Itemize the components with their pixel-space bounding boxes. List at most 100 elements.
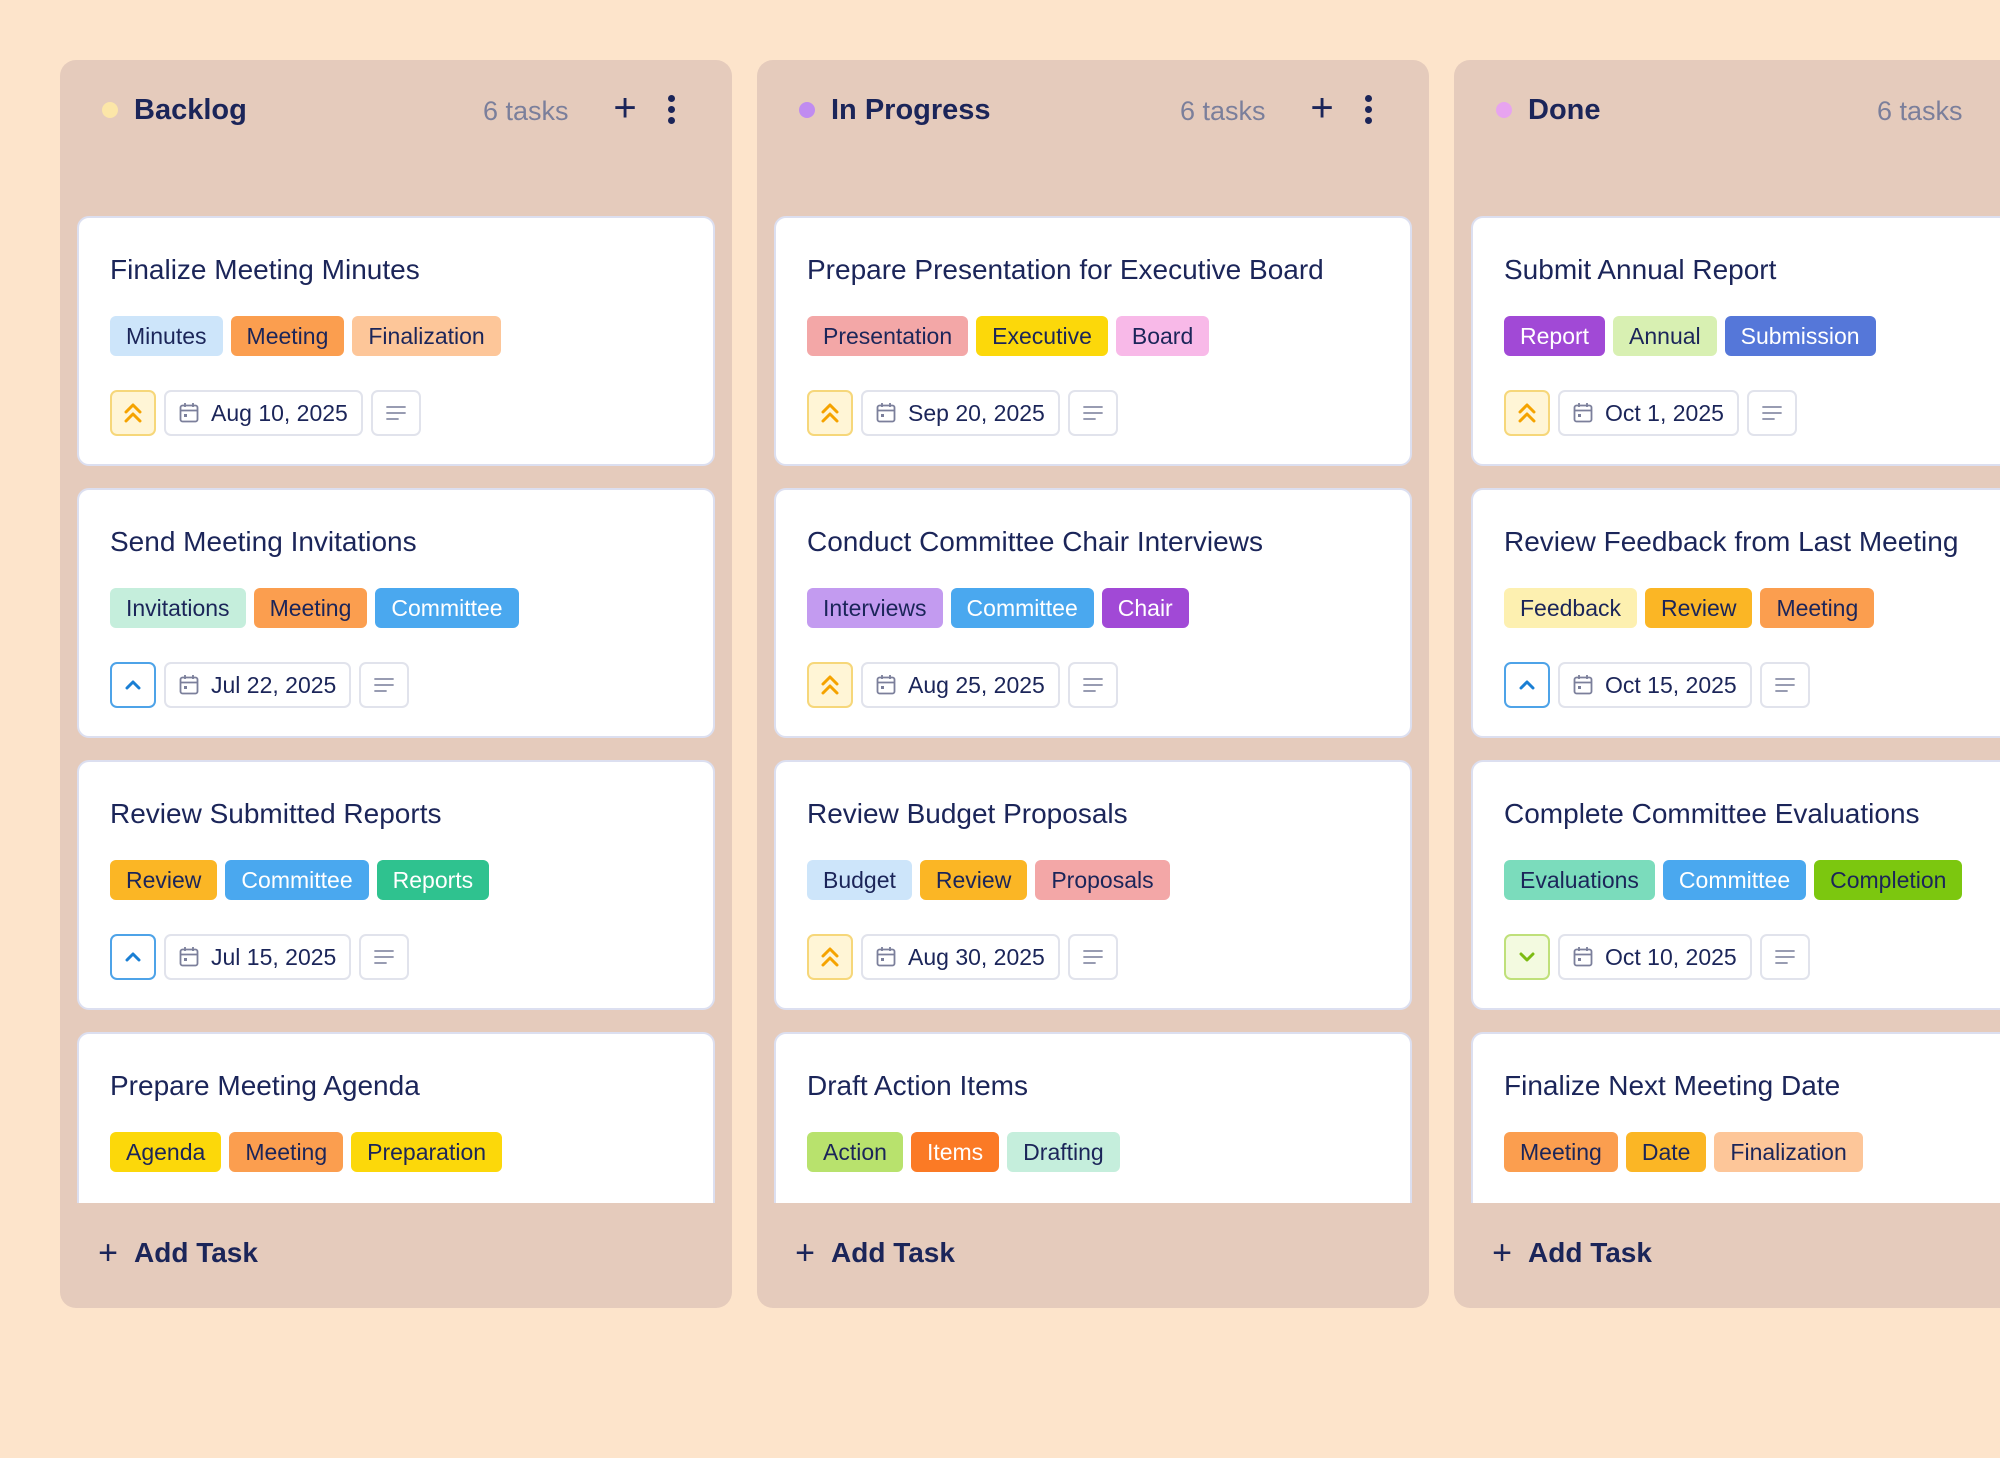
add-task-button[interactable]: + Add Task (793, 1233, 955, 1273)
card-list: Prepare Presentation for Executive Board… (774, 156, 1412, 1203)
column-backlog: Backlog 6 tasks + Finalize Meeting Minutes M… (60, 60, 732, 1308)
tag: Executive (976, 316, 1108, 356)
task-card[interactable]: Draft Action ItemsActionItemsDraftingAug… (774, 1032, 1412, 1203)
tag: Chair (1101, 588, 1189, 628)
plus-icon: + (795, 1234, 815, 1272)
tag: Finalization (1714, 1132, 1863, 1172)
due-date-button[interactable]: Jul 15, 2025 (164, 934, 352, 980)
tag: Preparation (351, 1132, 503, 1172)
due-date-button[interactable]: Oct 10, 2025 (1558, 934, 1752, 980)
calendar-icon (876, 946, 896, 968)
tag-list: Report Annual Submission (1504, 316, 1876, 356)
card-list: Submit Annual Report Report Annual Submissi… (1471, 156, 2000, 1203)
tag: Evaluations (1504, 860, 1655, 900)
description-icon[interactable] (359, 662, 410, 708)
task-card[interactable]: Conduct Committee Chair Interviews Interv… (774, 488, 1412, 738)
tag: Interviews (807, 588, 943, 628)
due-date-button[interactable]: Aug 25, 2025 (861, 662, 1060, 708)
add-task-plus-icon[interactable]: + (1310, 86, 1334, 130)
description-icon[interactable] (1067, 934, 1118, 980)
description-icon[interactable] (359, 934, 410, 980)
calendar-icon (179, 402, 199, 424)
column-footer: + Add Task (757, 1203, 1429, 1308)
tag: Committee (1662, 860, 1807, 900)
task-meta: Jul 22, 2025 (110, 662, 410, 708)
plus-icon: + (1492, 1234, 1512, 1272)
task-title: Review Submitted Reports (110, 798, 442, 829)
due-date-button[interactable]: Aug 10, 2025 (164, 390, 363, 436)
calendar-icon (1573, 674, 1593, 696)
task-meta: Sep 20, 2025 (807, 390, 1118, 436)
task-meta: Jul 15, 2025 (110, 934, 410, 980)
due-date-button[interactable]: Oct 15, 2025 (1558, 662, 1752, 708)
task-title: Submit Annual Report (1504, 254, 1777, 285)
priority-chevron-up-icon[interactable] (110, 934, 156, 980)
column-title: Done (1528, 94, 1601, 126)
column-footer: + Add Task (60, 1203, 732, 1308)
task-card[interactable]: Submit Annual Report Report Annual Submissi… (1471, 216, 2000, 466)
status-dot-icon (102, 102, 118, 118)
task-card[interactable]: Prepare Presentation for Executive Board… (774, 216, 1412, 466)
tag: Completion (1814, 860, 1963, 900)
due-date-text: Jul 15, 2025 (211, 943, 337, 970)
tag: Meeting (229, 1132, 344, 1172)
due-date-text: Oct 15, 2025 (1605, 671, 1737, 698)
description-icon[interactable] (1067, 390, 1118, 436)
due-date-button[interactable]: Oct 1, 2025 (1558, 390, 1739, 436)
tag: Committee (375, 588, 519, 628)
column-header: In Progress 6 tasks + (757, 60, 1429, 156)
card-list: Finalize Meeting Minutes Minutes Meeting Fi… (77, 156, 715, 1203)
due-date-button[interactable]: Aug 30, 2025 (861, 934, 1060, 980)
description-icon[interactable] (370, 390, 421, 436)
tag-list: Review Committee Reports (110, 860, 490, 900)
add-task-label: Add Task (1528, 1237, 1652, 1268)
tag-list: Feedback Review Meeting (1504, 588, 1875, 628)
add-task-label: Add Task (134, 1237, 258, 1268)
task-title: Review Feedback from Last Meeting (1504, 526, 1959, 557)
add-task-button[interactable]: + Add Task (96, 1233, 258, 1273)
priority-chevron-up-icon[interactable] (110, 662, 156, 708)
tag-list: Meeting Date Finalization (1504, 1132, 1863, 1172)
task-meta: Oct 10, 2025 (1504, 934, 1810, 980)
task-card[interactable]: Review Feedback from Last Meeting Feedbac… (1471, 488, 2000, 738)
task-card[interactable]: Finalize Meeting Minutes Minutes Meeting Fi… (77, 216, 715, 466)
task-card[interactable]: Review Submitted Reports Review Committee R… (77, 760, 715, 1010)
calendar-icon (876, 674, 896, 696)
task-card[interactable]: Send Meeting Invitations Invitations Meeti… (77, 488, 715, 738)
priority-double-chevron-up-icon[interactable] (807, 662, 853, 708)
column-title: Backlog (134, 94, 247, 126)
add-task-button[interactable]: + Add Task (1490, 1233, 1652, 1273)
priority-double-chevron-up-icon[interactable] (807, 390, 853, 436)
task-meta: Oct 15, 2025 (1504, 662, 1810, 708)
priority-double-chevron-up-icon[interactable] (1504, 390, 1550, 436)
priority-chevron-down-icon[interactable] (1504, 934, 1550, 980)
priority-double-chevron-up-icon[interactable] (110, 390, 156, 436)
add-task-plus-icon[interactable]: + (613, 86, 637, 130)
tag: Review (110, 860, 218, 900)
description-icon[interactable] (1759, 934, 1810, 980)
due-date-button[interactable]: Sep 20, 2025 (861, 390, 1060, 436)
description-icon[interactable] (1746, 390, 1797, 436)
task-card[interactable]: Finalize Next Meeting Date Meeting Date Fin… (1471, 1032, 2000, 1203)
task-card[interactable]: Complete Committee Evaluations Evaluation… (1471, 760, 2000, 1010)
calendar-icon (1573, 946, 1593, 968)
tag: Annual (1613, 316, 1717, 356)
plus-icon: + (98, 1234, 118, 1272)
description-icon[interactable] (1759, 662, 1810, 708)
task-count: 6 tasks (1180, 96, 1266, 126)
task-card[interactable]: Prepare Meeting Agenda Agenda Meeting Prepa… (77, 1032, 715, 1203)
task-title: Draft Action Items (807, 1070, 1028, 1101)
tag: Review (919, 860, 1028, 900)
priority-double-chevron-up-icon[interactable] (807, 934, 853, 980)
tag: Presentation (807, 316, 969, 356)
task-card[interactable]: Review Budget Proposals Budget Review Propo… (774, 760, 1412, 1010)
due-date-button[interactable]: Jul 22, 2025 (164, 662, 352, 708)
priority-chevron-up-icon[interactable] (1504, 662, 1550, 708)
more-vertical-icon[interactable] (1357, 90, 1381, 130)
column-done: Done 6 tasks + Submit Annual Report ReportAn… (1454, 60, 2000, 1308)
tag: Date (1625, 1132, 1707, 1172)
column-footer: + Add Task (1454, 1203, 2000, 1308)
due-date-text: Sep 20, 2025 (908, 399, 1045, 426)
more-vertical-icon[interactable] (660, 90, 684, 130)
description-icon[interactable] (1067, 662, 1118, 708)
